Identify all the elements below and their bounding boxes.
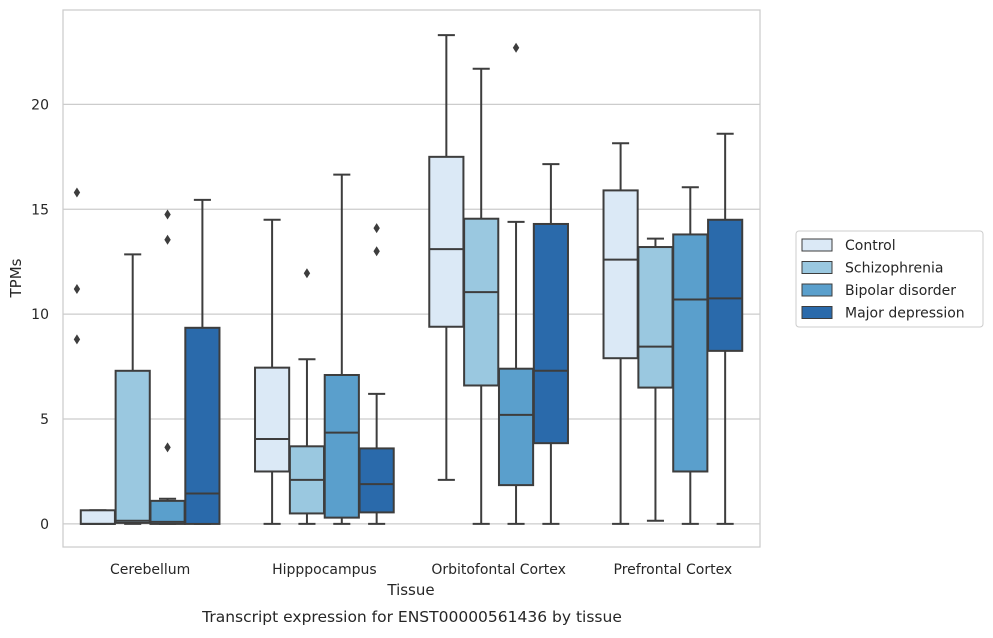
- x-tick-labels: Cerebellum Hipppocampus Orbitofontal Corte…: [110, 562, 732, 578]
- box-group: [114, 253, 151, 525]
- box-iqr: [184, 326, 221, 525]
- box-iqr: [602, 189, 639, 360]
- x-tick-label: Cerebellum: [110, 562, 190, 578]
- y-tick-label: 0: [40, 517, 49, 533]
- outlier-point: [164, 234, 171, 245]
- x-tick-label: Prefrontal Cortex: [614, 562, 733, 578]
- box-group: [672, 186, 709, 525]
- box-group: [428, 34, 465, 481]
- legend-label: Schizophrenia: [845, 261, 943, 277]
- box-iqr: [532, 222, 569, 445]
- legend-frame: [795, 230, 984, 328]
- box-iqr: [254, 366, 291, 473]
- box-group: [79, 509, 116, 525]
- box-group: [323, 173, 360, 525]
- y-tick-label: 15: [31, 202, 49, 218]
- plot-frame: [62, 9, 761, 548]
- box-iqr: [707, 218, 744, 352]
- outlier-point: [164, 442, 171, 453]
- box-group: [149, 209, 186, 525]
- box-iqr: [672, 233, 709, 473]
- legend-swatch: [801, 238, 833, 252]
- box-iqr: [463, 217, 500, 387]
- legend-swatch: [801, 261, 833, 274]
- legend-swatch: [801, 283, 833, 297]
- legend-label: Control: [845, 238, 896, 254]
- box-iqr: [428, 155, 465, 328]
- legend: Control Schizophrenia Bipolar disorder Majo…: [795, 230, 984, 328]
- y-axis-label: TPMs: [7, 258, 25, 298]
- box-iqr: [114, 369, 151, 524]
- box-iqr: [497, 367, 535, 487]
- y-tick-label: 10: [31, 307, 49, 323]
- chart-caption: Transcript expression for ENST0000056143…: [201, 608, 622, 626]
- box-group: [497, 42, 535, 525]
- legend-swatch: [801, 306, 833, 319]
- outlier-point: [73, 283, 81, 294]
- box-group: [358, 223, 395, 525]
- x-axis-label: Tissue: [386, 581, 434, 599]
- y-tick-label: 20: [31, 97, 49, 113]
- y-tick-labels: 0 5 10 15 20: [31, 97, 49, 533]
- box-iqr: [323, 373, 360, 519]
- x-tick-label: Orbitofontal Cortex: [431, 562, 566, 578]
- box-group: [288, 268, 326, 525]
- box-group: [184, 198, 221, 525]
- box-iqr: [358, 447, 395, 514]
- box-iqr: [637, 246, 674, 389]
- outlier-point: [303, 268, 311, 279]
- outlier-point: [512, 42, 520, 53]
- legend-label: Major depression: [845, 306, 965, 322]
- outlier-point: [73, 334, 81, 345]
- box-iqr: [79, 509, 116, 525]
- y-tick-label: 5: [40, 412, 49, 428]
- box-group: [463, 67, 500, 525]
- box-group: [707, 132, 744, 525]
- box-iqr: [149, 499, 186, 525]
- outlier-point: [164, 209, 171, 220]
- boxes-layer: [73, 34, 744, 525]
- box-group: [602, 142, 639, 525]
- outlier-point: [373, 246, 380, 257]
- legend-label: Bipolar disorder: [845, 283, 956, 299]
- box-group: [254, 218, 291, 525]
- outlier-point: [73, 187, 81, 198]
- box-group: [532, 163, 569, 525]
- outlier-point: [373, 223, 380, 234]
- x-tick-label: Hipppocampus: [272, 562, 377, 578]
